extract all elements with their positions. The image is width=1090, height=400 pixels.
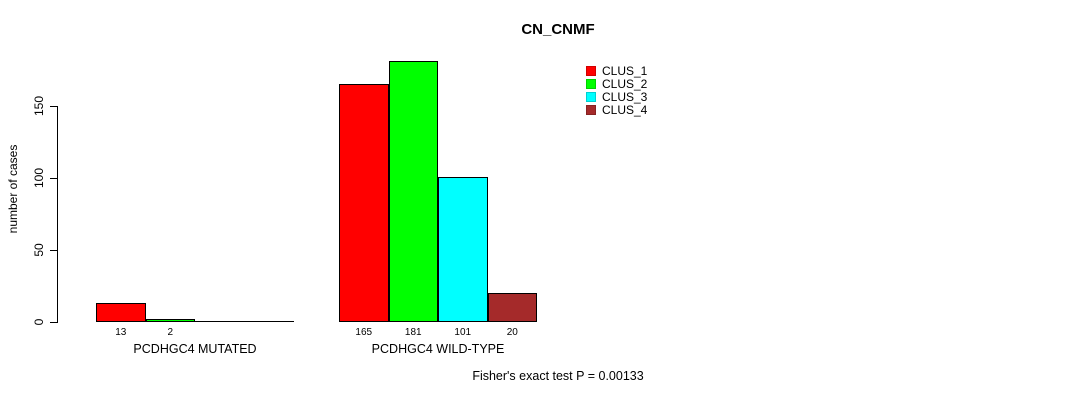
y-axis-title: number of cases bbox=[6, 144, 20, 234]
legend: CLUS_1 CLUS_2 CLUS_3 CLUS_4 bbox=[586, 63, 648, 117]
bar bbox=[96, 303, 146, 322]
bar-value-label: 20 bbox=[506, 327, 518, 338]
zero-height-bar bbox=[244, 321, 294, 322]
legend-swatch bbox=[586, 78, 596, 89]
bar-value-label: 165 bbox=[355, 327, 373, 338]
annotation-text: Fisher's exact test P = 0.00133 bbox=[472, 369, 644, 383]
y-axis-line bbox=[57, 106, 58, 323]
group-label: PCDHGC4 WILD-TYPE bbox=[371, 342, 505, 356]
bar-value-label: 181 bbox=[404, 327, 422, 338]
y-tick bbox=[50, 178, 57, 179]
bar bbox=[388, 61, 438, 322]
bar-value-label: 101 bbox=[454, 327, 472, 338]
legend-label: CLUS_4 bbox=[602, 102, 648, 117]
bar bbox=[339, 84, 389, 322]
legend-item: CLUS_4 bbox=[586, 102, 648, 117]
legend-swatch bbox=[586, 65, 596, 76]
y-tick-label: 100 bbox=[32, 167, 46, 189]
legend-swatch bbox=[586, 104, 596, 115]
legend-item: CLUS_3 bbox=[586, 89, 648, 104]
y-tick bbox=[50, 106, 57, 107]
y-tick bbox=[50, 322, 57, 323]
y-tick-label: 150 bbox=[32, 95, 46, 117]
group-label: PCDHGC4 MUTATED bbox=[133, 342, 257, 356]
legend-label: CLUS_1 bbox=[602, 63, 648, 78]
bar bbox=[487, 293, 537, 322]
bar-value-label: 2 bbox=[167, 327, 174, 338]
bar bbox=[438, 177, 488, 322]
y-tick bbox=[50, 250, 57, 251]
legend-item: CLUS_2 bbox=[586, 76, 648, 91]
bar-value-label: 13 bbox=[115, 327, 127, 338]
y-tick-label: 0 bbox=[32, 318, 46, 326]
bar bbox=[145, 319, 195, 322]
y-tick-label: 50 bbox=[32, 243, 46, 257]
zero-height-bar bbox=[195, 321, 245, 322]
legend-swatch bbox=[586, 91, 596, 102]
legend-label: CLUS_3 bbox=[602, 89, 648, 104]
chart-title: CN_CNMF bbox=[521, 21, 595, 38]
legend-item: CLUS_1 bbox=[586, 63, 648, 78]
legend-label: CLUS_2 bbox=[602, 76, 648, 91]
